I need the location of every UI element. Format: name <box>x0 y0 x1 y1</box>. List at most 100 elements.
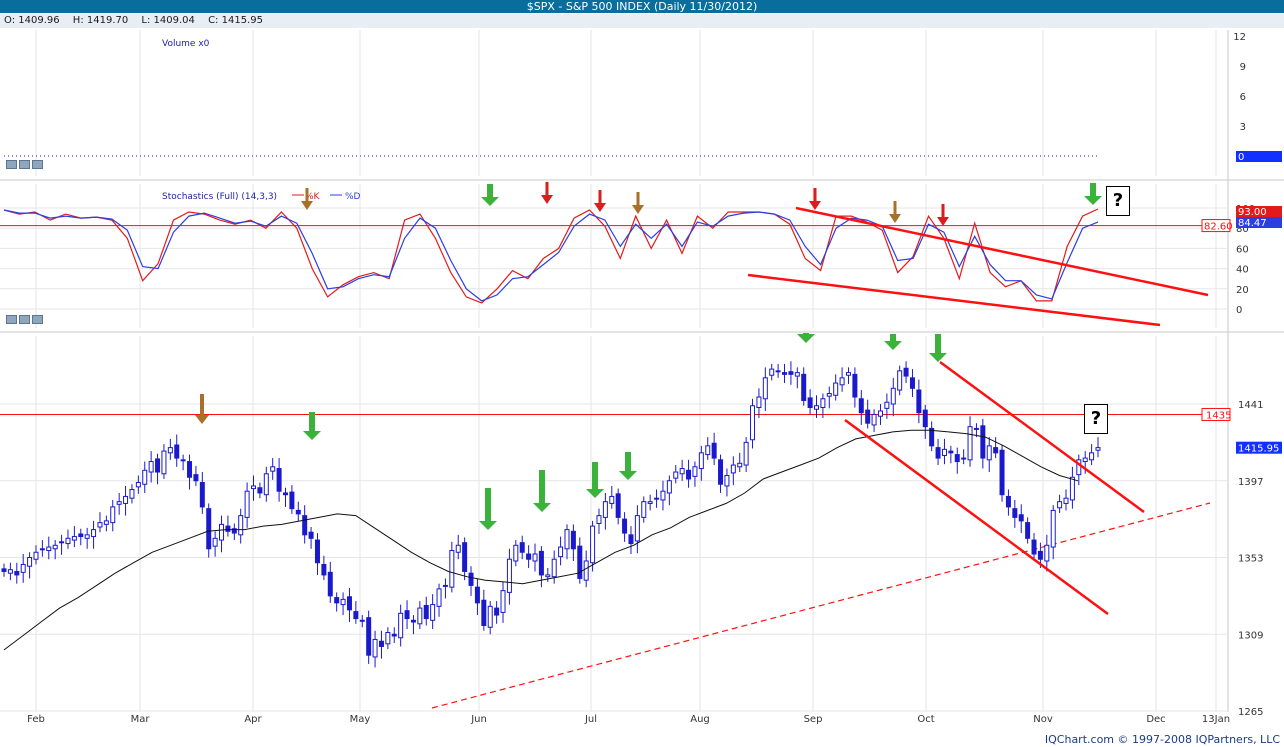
price-bar <box>858 390 864 425</box>
price-bar <box>65 529 71 549</box>
pane-control-icon[interactable] <box>32 160 43 169</box>
price-bar <box>84 527 90 549</box>
price-bar <box>788 361 794 385</box>
stochastics-reference-badge <box>1201 219 1231 233</box>
price-bar <box>27 552 33 579</box>
price-bar <box>961 449 967 465</box>
price-bar <box>97 512 103 533</box>
price-bar <box>494 601 500 624</box>
price-tick-label: 1353 <box>1238 554 1263 565</box>
price-tick-label: 1265 <box>1238 707 1263 718</box>
month-label: 13Jan <box>1202 714 1230 725</box>
price-bar <box>1050 505 1056 560</box>
price-last-value: 1415.95 <box>1238 444 1279 455</box>
volume-tick-label: 9 <box>1240 62 1246 73</box>
price-bar <box>20 554 26 583</box>
price-bar <box>33 545 39 565</box>
price-bar <box>1012 499 1018 528</box>
price-bar <box>839 367 845 392</box>
volume-last-value: 0 <box>1238 152 1244 163</box>
price-bar <box>718 454 724 493</box>
price-bar <box>1005 489 1011 516</box>
volume-tick-label: 6 <box>1240 92 1246 103</box>
price-bar <box>391 627 397 643</box>
price-bar <box>775 363 781 378</box>
price-bar <box>948 445 954 464</box>
volume-pane-controls[interactable] <box>6 160 43 169</box>
price-bar <box>385 627 391 650</box>
pane-control-icon[interactable] <box>32 315 43 324</box>
price-bar <box>666 475 672 506</box>
question-mark-box-stochastics: ? <box>1106 186 1130 216</box>
price-bar <box>193 465 199 486</box>
chart-canvas: Volume x0 Stochastics (Full) (14,3,3) %K%… <box>0 30 1284 725</box>
price-bar <box>980 418 986 469</box>
price-bar <box>993 437 999 459</box>
k-last-value: 93.00 <box>1238 207 1267 218</box>
price-bar <box>372 630 378 668</box>
price-bar <box>161 444 167 480</box>
price-bar <box>596 508 602 534</box>
price-bar <box>897 365 903 396</box>
pane-control-icon[interactable] <box>6 160 17 169</box>
price-bar <box>1095 437 1101 458</box>
d-last-badge <box>1236 217 1282 228</box>
price-bar <box>513 540 519 567</box>
price-bar <box>148 451 154 483</box>
price-bar <box>359 615 365 628</box>
stochastics-signal-arrow <box>541 182 553 204</box>
price-bar <box>852 367 858 408</box>
price-bar <box>634 505 640 554</box>
stochastics-signal-arrow <box>594 190 606 212</box>
stochastics-tick-label: 60 <box>1236 244 1249 255</box>
stochastics-pane: Stochastics (Full) (14,3,3) %K %D <box>0 182 1228 327</box>
question-mark-box-price: ? <box>1084 404 1108 434</box>
stochastics-signal-arrow <box>809 188 821 210</box>
month-label: Dec <box>1146 714 1165 725</box>
price-bar <box>91 520 97 549</box>
price-bar <box>314 533 320 575</box>
price-bar <box>730 456 736 486</box>
price-bar <box>487 601 493 635</box>
stochastics-signal-arrow <box>1084 183 1102 205</box>
pane-control-icon[interactable] <box>19 160 30 169</box>
price-bar <box>59 534 65 555</box>
price-bar <box>884 393 890 419</box>
price-bar <box>449 541 455 593</box>
price-bar <box>308 526 314 549</box>
price-bar <box>468 566 474 596</box>
price-bar <box>231 523 237 541</box>
pane-control-icon[interactable] <box>19 315 30 324</box>
price-bar <box>167 438 173 460</box>
stochastics-tick-label: 80 <box>1236 224 1249 235</box>
price-signal-arrow <box>884 334 902 350</box>
stochastics-signal-arrow <box>889 201 901 223</box>
price-bar <box>622 512 628 542</box>
stochastics-tick-label: 0 <box>1236 305 1242 316</box>
price-bar <box>833 374 839 401</box>
price-bar <box>756 388 762 418</box>
price-bar <box>378 630 384 659</box>
price-bar <box>481 589 487 631</box>
price-bar <box>110 499 116 532</box>
price-bar <box>769 363 775 381</box>
price-bar <box>206 503 212 558</box>
price-bar <box>750 398 756 449</box>
price-bar <box>935 438 941 466</box>
pane-control-icon[interactable] <box>6 315 17 324</box>
price-bar <box>71 526 77 548</box>
price-signal-arrow <box>797 333 815 343</box>
price-bar <box>532 543 538 572</box>
price-bar <box>814 395 820 418</box>
legend-k-label: %K <box>305 192 321 202</box>
price-bar <box>353 601 359 624</box>
axis-layer: 12963010080604020082.6093.0084.471441139… <box>27 32 1282 725</box>
price-bar <box>845 367 851 384</box>
price-bar <box>187 454 193 490</box>
volume-tick-label: 3 <box>1240 122 1246 133</box>
price-bar <box>954 447 960 474</box>
price-bar <box>762 367 768 411</box>
price-bar <box>922 404 928 439</box>
price-bar <box>302 505 308 544</box>
stochastics-pane-controls[interactable] <box>6 315 43 324</box>
